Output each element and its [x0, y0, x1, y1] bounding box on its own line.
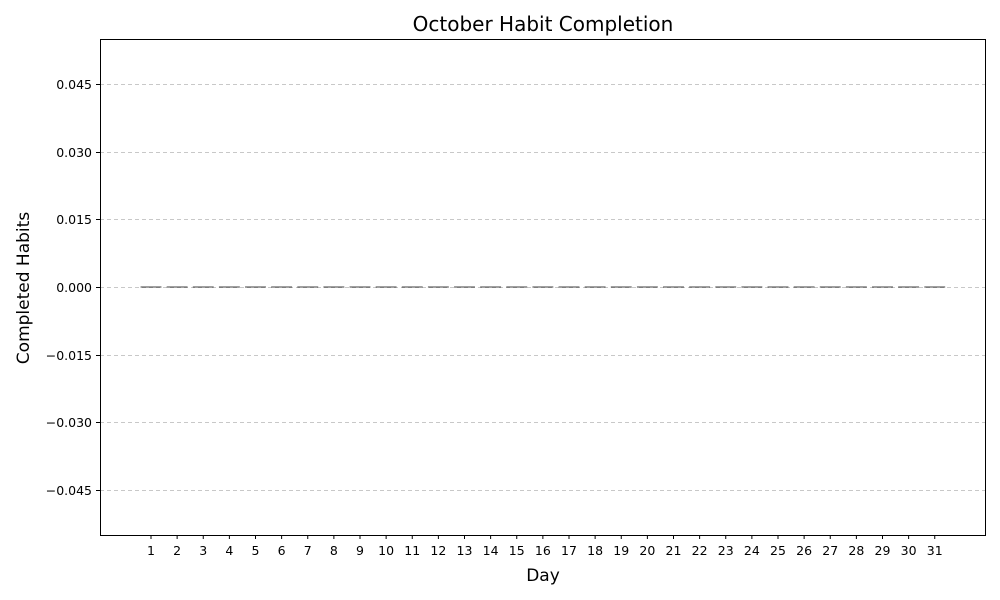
y-tick-label: 0.000: [56, 280, 92, 295]
x-tick-label: 29: [875, 543, 891, 558]
y-tick-label: −0.015: [46, 348, 92, 363]
x-tick-label: 8: [330, 543, 338, 558]
y-tick-label: 0.015: [56, 212, 92, 227]
y-tick-label: −0.030: [46, 415, 92, 430]
x-tick-label: 4: [225, 543, 233, 558]
x-tick-label: 28: [848, 543, 864, 558]
x-tick-label: 5: [252, 543, 260, 558]
y-tick-label: 0.030: [56, 145, 92, 160]
x-tick-label: 9: [356, 543, 364, 558]
x-tick-label: 26: [796, 543, 812, 558]
x-tick-label: 2: [173, 543, 181, 558]
grid-lines: [100, 84, 985, 491]
chart-title: October Habit Completion: [413, 12, 674, 36]
x-tick-label: 23: [718, 543, 734, 558]
x-tick-label: 6: [278, 543, 286, 558]
x-tick-label: 19: [613, 543, 629, 558]
x-tick-label: 30: [901, 543, 917, 558]
x-axis-label: Day: [526, 566, 560, 586]
x-tick-label: 13: [457, 543, 473, 558]
x-tick-label: 24: [744, 543, 760, 558]
x-tick-label: 16: [535, 543, 551, 558]
x-tick-label: 15: [509, 543, 525, 558]
x-tick-label: 10: [378, 543, 394, 558]
x-tick-label: 14: [483, 543, 499, 558]
x-tick-label: 3: [199, 543, 207, 558]
y-tick-label: 0.045: [56, 77, 92, 92]
x-tick-label: 21: [666, 543, 682, 558]
x-tick-label: 1: [147, 543, 155, 558]
y-tick-label: −0.045: [46, 483, 92, 498]
x-tick-label: 31: [927, 543, 943, 558]
x-tick-label: 27: [822, 543, 838, 558]
x-tick-label: 7: [304, 543, 312, 558]
x-tick-label: 12: [430, 543, 446, 558]
y-axis-label: Completed Habits: [14, 212, 34, 365]
x-tick-label: 11: [404, 543, 420, 558]
x-axis-ticks: 1 2 3 4 5 6 7 8 9 10 11 12 13 14 15 16 17 18 19 20 21 22 23 24 2…: [147, 535, 943, 558]
x-tick-label: 18: [587, 543, 603, 558]
x-tick-label: 22: [692, 543, 708, 558]
y-axis-ticks: 0.045 0.030 0.015 0.000 −0.015 −0.030 −0.045: [46, 77, 100, 498]
x-tick-label: 25: [770, 543, 786, 558]
x-tick-label: 17: [561, 543, 577, 558]
x-tick-label: 20: [639, 543, 655, 558]
